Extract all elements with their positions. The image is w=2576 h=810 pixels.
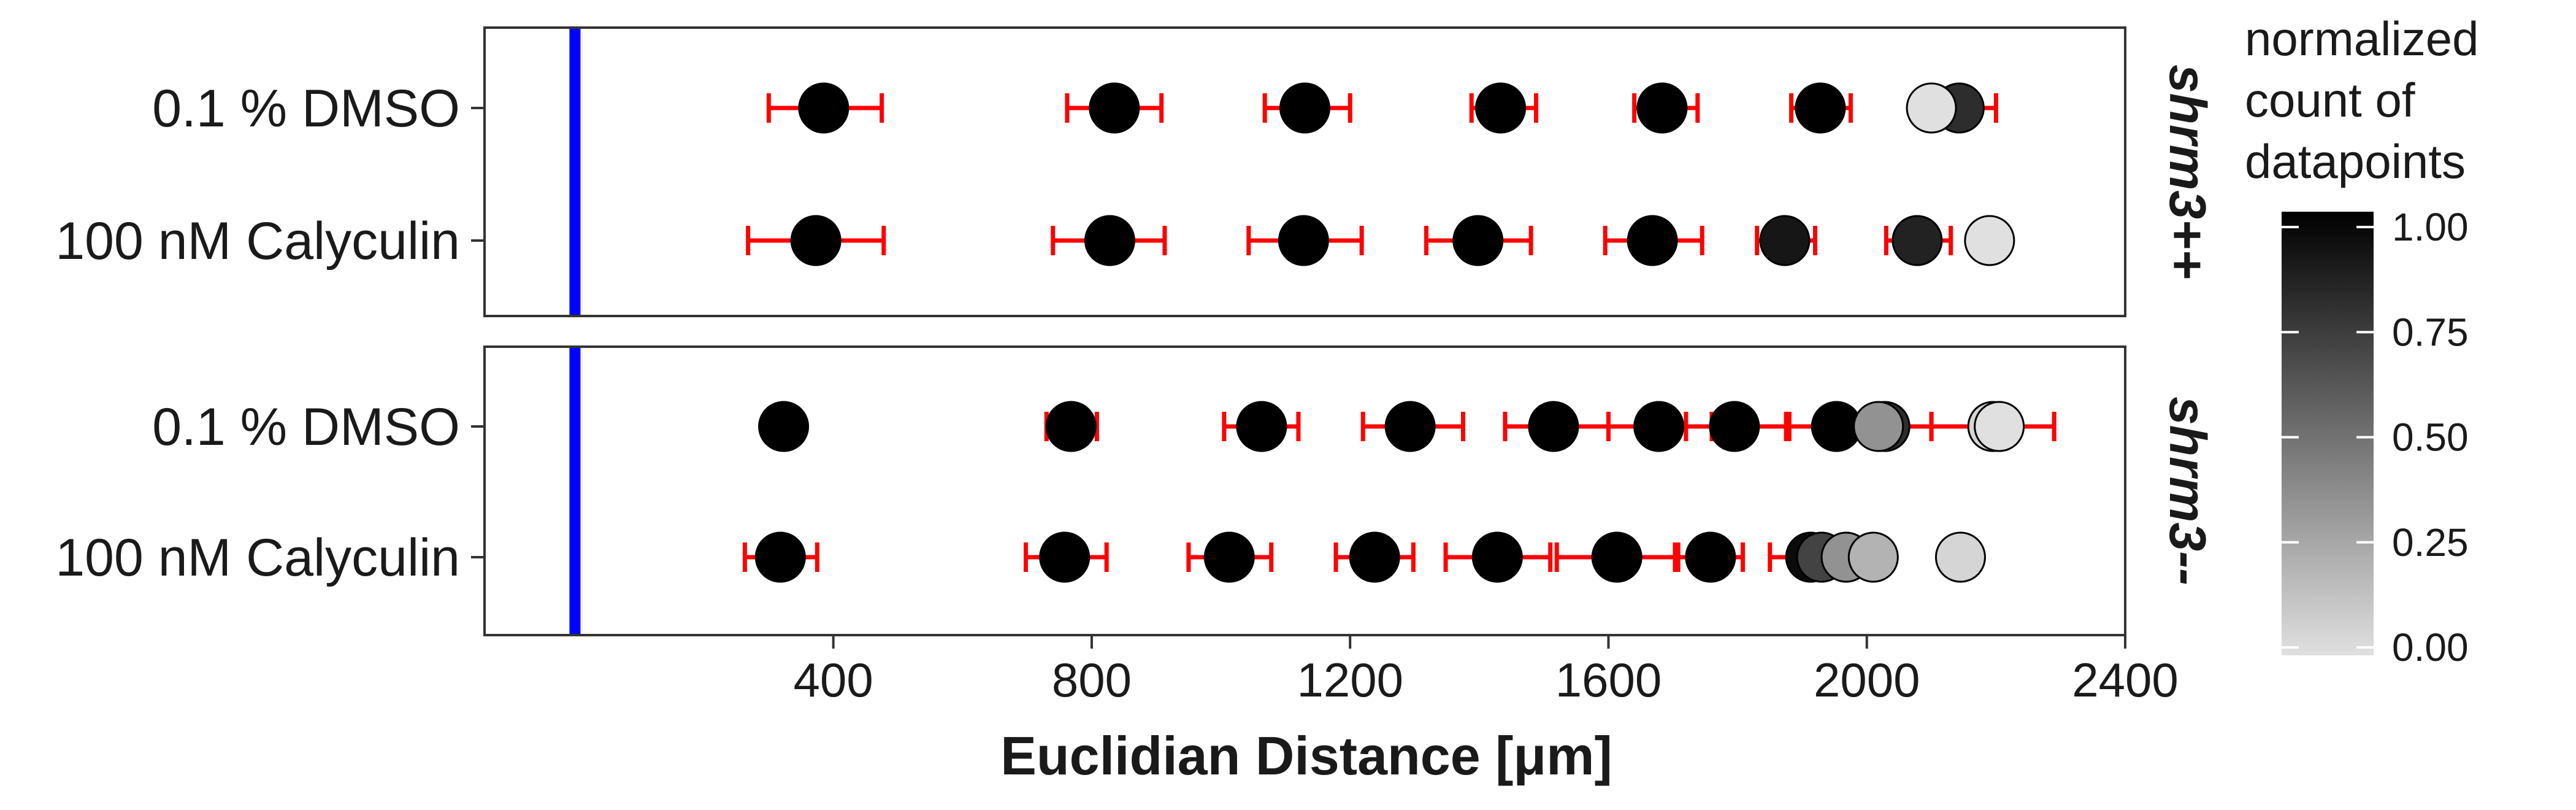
data-point — [1685, 531, 1736, 583]
data-point — [1278, 215, 1329, 266]
data-point — [1236, 401, 1287, 452]
data-point — [1452, 215, 1504, 266]
data-point — [1633, 401, 1685, 452]
data-point — [1349, 531, 1400, 583]
data-point — [1089, 82, 1140, 134]
x-tick-label: 1200 — [1297, 653, 1403, 707]
data-point — [790, 215, 841, 266]
data-point — [1709, 401, 1760, 452]
panel: shrm3-- 0.1 % DMSO 100 nM Calyculin — [55, 345, 2217, 636]
data-point — [1528, 401, 1579, 452]
panel: shrm3++ 0.1 % DMSO 100 nM Calyculin — [55, 26, 2217, 317]
data-point — [758, 401, 810, 452]
data-point — [1203, 531, 1255, 583]
legend-tick-label: 0.50 — [2392, 415, 2469, 460]
x-tick-label: 2400 — [2072, 653, 2179, 707]
data-point — [1853, 401, 1904, 452]
data-point — [1974, 401, 2025, 452]
data-point — [1964, 215, 2015, 266]
data-point — [1084, 215, 1135, 266]
panel-strip-label: shrm3++ — [2159, 64, 2217, 279]
y-category-label: 0.1 % DMSO — [152, 398, 460, 457]
x-tick-label: 400 — [794, 653, 873, 707]
x-tick-label: 800 — [1052, 653, 1132, 707]
legend-title-line: normalized — [2245, 12, 2479, 66]
panel-border — [483, 26, 2126, 317]
y-category-label: 100 nM Calyculin — [55, 212, 460, 271]
x-tick-label: 2000 — [1814, 653, 1920, 707]
data-point — [1627, 215, 1678, 266]
legend-colorbar — [2282, 212, 2374, 655]
x-axis-title: Euclidian Distance [μm] — [1000, 725, 1612, 786]
data-point — [1934, 531, 1986, 583]
data-point — [1471, 531, 1523, 583]
data-point — [1636, 82, 1688, 134]
data-point — [1279, 82, 1330, 134]
data-point — [1039, 531, 1091, 583]
data-point — [1045, 401, 1097, 452]
legend-tick-label: 0.25 — [2392, 520, 2469, 565]
data-point — [1475, 82, 1527, 134]
data-point — [1847, 531, 1899, 583]
x-tick-label: 1600 — [1555, 653, 1662, 707]
data-point — [798, 82, 849, 134]
y-category-label: 0.1 % DMSO — [152, 79, 460, 138]
panel-border — [483, 345, 2126, 636]
legend-title-line: count of — [2245, 73, 2415, 127]
data-point — [1795, 82, 1846, 134]
data-point — [754, 531, 806, 583]
data-point — [1591, 531, 1643, 583]
data-point — [1759, 215, 1811, 266]
data-point — [1384, 401, 1436, 452]
color-legend: normalized count of datapoints 0.00 0.25 0.50… — [2245, 12, 2479, 669]
data-point — [1892, 215, 1943, 266]
legend-tick-label: 1.00 — [2392, 205, 2469, 249]
legend-tick-label: 0.00 — [2392, 625, 2469, 669]
panel-strip-label: shrm3-- — [2159, 396, 2217, 585]
x-axis: 400 800 1200 1600 2000 2400 — [794, 635, 2179, 707]
data-point — [1906, 82, 1957, 134]
legend-tick-label: 0.75 — [2392, 310, 2469, 354]
legend-title-line: datapoints — [2245, 134, 2466, 188]
y-category-label: 100 nM Calyculin — [55, 528, 460, 587]
